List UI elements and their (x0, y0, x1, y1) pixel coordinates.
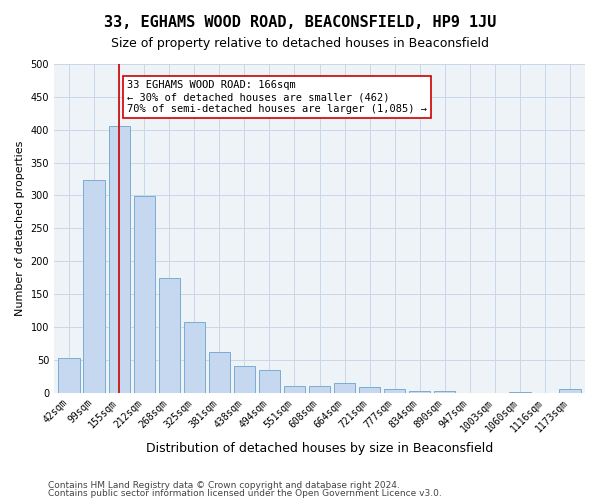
Bar (109, 126, 130, 392)
Bar (158, 278, 180, 392)
Bar (384, 388, 406, 392)
Bar (409, 390, 430, 392)
Text: Size of property relative to detached houses in Beaconsfield: Size of property relative to detached ho… (111, 38, 489, 51)
Bar (209, 352, 230, 393)
Y-axis label: Number of detached properties: Number of detached properties (15, 140, 25, 316)
Bar (83, 180, 105, 392)
Text: Contains HM Land Registry data © Crown copyright and database right 2024.: Contains HM Land Registry data © Crown c… (48, 481, 400, 490)
Bar (234, 366, 255, 392)
X-axis label: Distribution of detached houses by size in Beaconsfield: Distribution of detached houses by size … (146, 442, 493, 455)
Bar (284, 386, 305, 392)
Bar (334, 384, 355, 392)
Text: Contains public sector information licensed under the Open Government Licence v3: Contains public sector information licen… (48, 488, 442, 498)
Bar (184, 322, 205, 392)
Text: 33, EGHAMS WOOD ROAD, BEACONSFIELD, HP9 1JU: 33, EGHAMS WOOD ROAD, BEACONSFIELD, HP9 … (104, 15, 496, 30)
Bar (559, 388, 581, 392)
Bar (359, 386, 380, 392)
Bar (134, 196, 155, 392)
Text: 33 EGHAMS WOOD ROAD: 166sqm
← 30% of detached houses are smaller (462)
70% of se: 33 EGHAMS WOOD ROAD: 166sqm ← 30% of det… (127, 80, 427, 114)
Bar (58, 358, 80, 392)
Bar (309, 386, 330, 392)
Bar (259, 370, 280, 392)
